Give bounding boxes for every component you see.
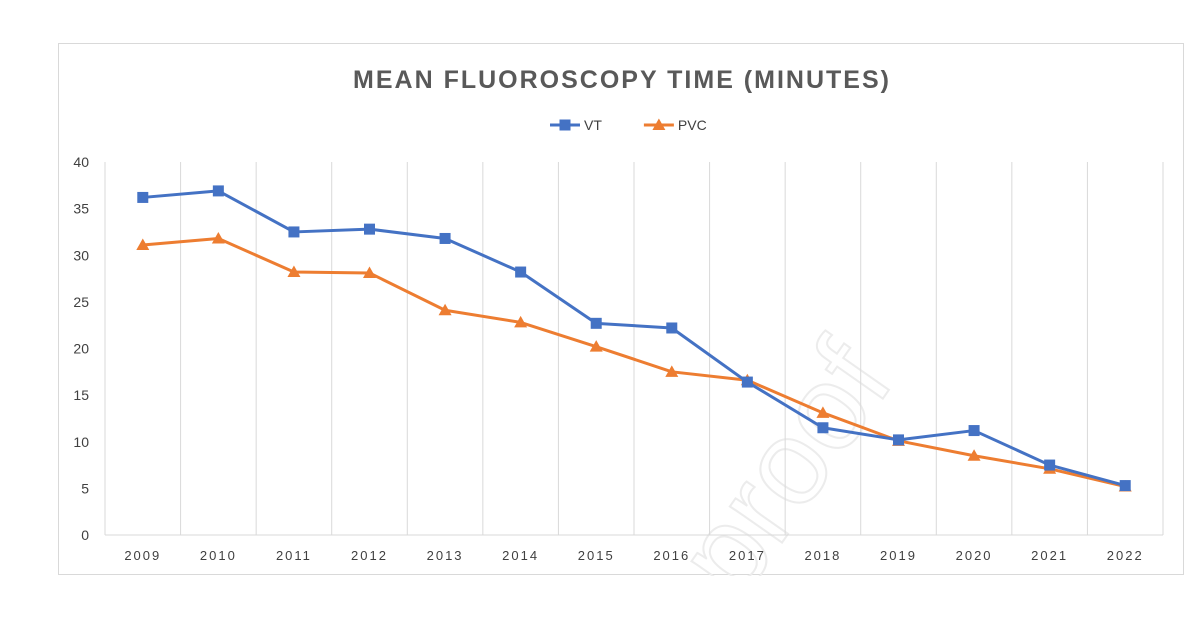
- x-tick-label-2017: 2017: [729, 548, 766, 563]
- data-point-pvc-2012: [363, 266, 376, 278]
- data-point-vt-2011: [288, 226, 300, 238]
- data-point-vt-2014: [515, 266, 527, 278]
- data-point-pvc-2018: [816, 406, 830, 418]
- grid: [104, 162, 1164, 535]
- y-tick-label-30: 30: [73, 247, 89, 263]
- data-point-pvc-2014: [514, 315, 528, 328]
- data-point-pvc-2020: [967, 449, 981, 461]
- chart-svg: proof 0 5 10 15 20 25 30 35 40 2009 2010 2011 2012 20…: [73, 66, 1164, 576]
- legend-marker: [559, 119, 571, 131]
- y-tick-label-15: 15: [73, 387, 89, 403]
- data-point-pvc-2011: [287, 265, 301, 278]
- y-tick-label-10: 10: [73, 434, 89, 450]
- series-layer: [136, 185, 1132, 492]
- data-point-vt-2021: [1044, 459, 1056, 471]
- chart-frame: proof 0 5 10 15 20 25 30 35 40 2009 2010 2011 2012 20…: [58, 43, 1184, 576]
- x-tick-label-2009: 2009: [124, 548, 161, 563]
- data-point-vt-2009: [137, 191, 149, 203]
- data-point-pvc-2009: [136, 238, 150, 250]
- y-tick-label-0: 0: [81, 527, 89, 543]
- legend-label: PVC: [678, 117, 707, 133]
- watermark: proof: [650, 316, 919, 576]
- x-tick-label-2018: 2018: [804, 548, 841, 563]
- chart-title: MEAN FLUOROSCOPY TIME (MINUTES): [353, 66, 891, 94]
- y-tick-label-5: 5: [81, 480, 89, 496]
- series-line-vt: [142, 189, 1126, 488]
- legend-item-pvc: PVC: [643, 117, 707, 133]
- x-tick-label-2022: 2022: [1107, 548, 1144, 563]
- legend-label: VT: [584, 117, 602, 133]
- x-tick-label-2016: 2016: [653, 548, 690, 563]
- x-tick-label-2010: 2010: [200, 548, 237, 563]
- series-vt: [137, 185, 1131, 492]
- x-tick-label-2015: 2015: [578, 548, 615, 563]
- data-point-vt-2015: [590, 317, 602, 329]
- x-tick-label-2012: 2012: [351, 548, 388, 563]
- data-point-vt-2013: [439, 232, 451, 244]
- x-tick-label-2011: 2011: [276, 548, 312, 563]
- x-tick-label-2019: 2019: [880, 548, 917, 563]
- data-point-vt-2019: [893, 434, 904, 446]
- data-point-vt-2012: [364, 223, 375, 235]
- data-point-vt-2017: [741, 376, 753, 388]
- data-point-vt-2016: [666, 322, 678, 334]
- data-point-pvc-2016: [665, 365, 679, 377]
- data-point-vt-2018: [817, 422, 829, 434]
- data-point-pvc-2013: [438, 303, 452, 316]
- y-tick-label-20: 20: [73, 341, 89, 357]
- y-tick-label-25: 25: [73, 294, 89, 310]
- x-tick-label-2021: 2021: [1031, 548, 1068, 563]
- data-point-pvc-2010: [211, 231, 225, 244]
- legend-item-vt: VT: [550, 117, 602, 133]
- axes: 0 5 10 15 20 25 30 35 40 2009 2010 2011 2012 2013 2014…: [73, 154, 1163, 563]
- data-point-vt-2022: [1119, 480, 1131, 492]
- data-point-vt-2010: [212, 185, 224, 197]
- x-tick-label-2013: 2013: [427, 548, 464, 563]
- legend: VT PVC: [550, 117, 707, 133]
- data-point-vt-2020: [968, 425, 980, 437]
- series-line-pvc: [142, 236, 1126, 488]
- data-point-pvc-2015: [589, 340, 603, 352]
- x-tick-label-2020: 2020: [956, 548, 993, 563]
- y-tick-label-40: 40: [73, 154, 89, 170]
- legend-marker: [652, 118, 666, 130]
- watermark-text: proof: [651, 317, 918, 576]
- x-tick-label-2014: 2014: [502, 548, 539, 563]
- y-tick-label-35: 35: [73, 201, 89, 217]
